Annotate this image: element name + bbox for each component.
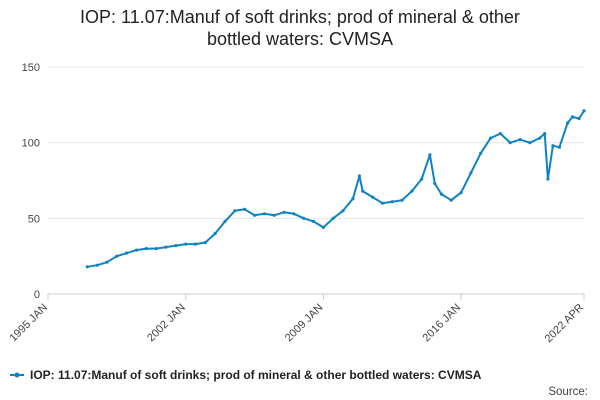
data-point[interactable] <box>193 242 198 246</box>
data-point[interactable] <box>341 209 345 213</box>
data-point[interactable] <box>252 213 257 217</box>
data-point[interactable] <box>361 189 365 193</box>
series-line <box>87 110 585 268</box>
data-point[interactable] <box>321 225 325 229</box>
data-point[interactable] <box>479 151 483 155</box>
data-point[interactable] <box>95 263 99 267</box>
y-tick-label: 150 <box>22 62 40 74</box>
axis-layer: 0 50 100 150 1995 JAN 2002 JAN 2009 JAN 2016 JA… <box>7 62 586 345</box>
data-point[interactable] <box>302 216 306 220</box>
data-point[interactable] <box>508 141 512 145</box>
x-tick-label: 2009 JAN <box>283 302 326 345</box>
data-point[interactable] <box>469 171 473 175</box>
data-point[interactable] <box>243 207 247 211</box>
legend-label: IOP: 11.07:Manuf of soft drinks; prod of… <box>30 368 482 382</box>
series-layer <box>85 109 586 269</box>
data-point[interactable] <box>282 210 286 214</box>
data-point[interactable] <box>262 212 266 216</box>
data-point[interactable] <box>223 219 227 223</box>
data-point[interactable] <box>351 197 355 201</box>
data-point[interactable] <box>566 121 570 125</box>
data-point[interactable] <box>546 177 550 181</box>
data-point[interactable] <box>380 201 384 205</box>
y-tick-label: 50 <box>28 213 40 225</box>
data-point[interactable] <box>551 144 555 148</box>
data-point[interactable] <box>498 132 502 136</box>
data-point[interactable] <box>134 248 139 252</box>
source-label: Source: <box>548 386 588 398</box>
data-point[interactable] <box>543 132 547 136</box>
data-point[interactable] <box>439 192 443 196</box>
data-point[interactable] <box>528 141 532 145</box>
y-tick-label: 100 <box>22 138 40 150</box>
data-point[interactable] <box>570 115 575 119</box>
data-point[interactable] <box>420 177 424 181</box>
chart-title: IOP: 11.07:Manuf of soft drinks; prod of… <box>0 6 600 50</box>
x-tick-label: 1995 JAN <box>7 302 50 345</box>
data-point[interactable] <box>433 181 437 186</box>
data-point[interactable] <box>489 136 493 140</box>
data-point[interactable] <box>582 109 586 113</box>
data-point[interactable] <box>85 265 89 269</box>
data-point[interactable] <box>428 153 432 157</box>
legend-marker-symbol <box>14 372 20 378</box>
data-point[interactable] <box>105 260 109 264</box>
y-tick-label: 0 <box>34 289 40 301</box>
data-point[interactable] <box>154 247 158 251</box>
data-point[interactable] <box>557 145 562 149</box>
grid-layer <box>48 66 584 219</box>
data-point[interactable] <box>459 191 463 195</box>
data-point[interactable] <box>164 245 168 249</box>
data-point[interactable] <box>410 189 414 193</box>
chart-title-line-2: bottled waters: CVMSA <box>206 29 394 49</box>
x-tick-label: 2002 JAN <box>145 302 188 345</box>
data-point[interactable] <box>311 219 316 223</box>
data-point[interactable] <box>518 138 522 142</box>
data-point[interactable] <box>400 198 404 202</box>
data-point[interactable] <box>233 209 237 213</box>
chart-title-line-1: IOP: 11.07:Manuf of soft drinks; prod of… <box>80 7 520 27</box>
data-point[interactable] <box>144 247 148 251</box>
data-point[interactable] <box>184 242 188 246</box>
x-tick-label: 2022 APR <box>543 302 587 346</box>
data-point[interactable] <box>115 254 119 258</box>
data-point[interactable] <box>390 200 394 204</box>
data-point[interactable] <box>213 231 217 236</box>
data-point[interactable] <box>292 212 296 216</box>
data-point[interactable] <box>125 251 129 255</box>
data-point[interactable] <box>331 216 335 220</box>
data-point[interactable] <box>449 198 453 202</box>
data-point[interactable] <box>371 195 375 199</box>
data-point[interactable] <box>272 213 276 217</box>
data-point[interactable] <box>538 136 542 140</box>
data-point[interactable] <box>174 244 178 248</box>
data-point[interactable] <box>357 174 361 178</box>
x-tick-label: 2016 JAN <box>421 302 464 345</box>
data-point[interactable] <box>577 116 581 121</box>
data-point[interactable] <box>203 240 207 245</box>
legend[interactable]: IOP: 11.07:Manuf of soft drinks; prod of… <box>10 368 482 382</box>
